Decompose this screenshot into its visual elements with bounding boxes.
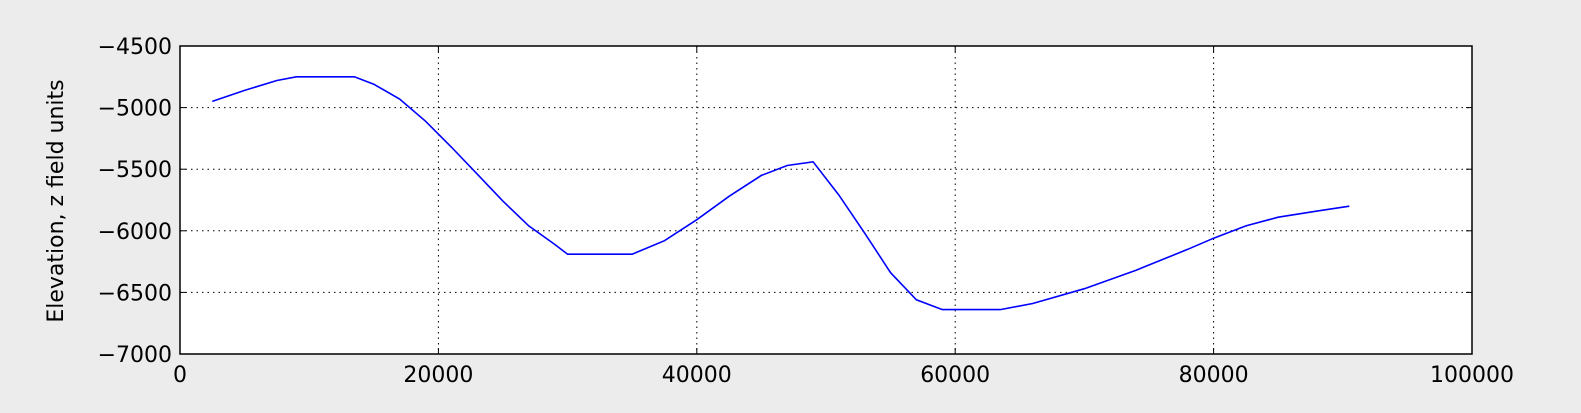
x-tick-label: 0 <box>173 363 187 388</box>
grid-lines <box>180 46 1472 354</box>
plot-frame <box>179 45 1473 355</box>
y-tick-label: −5000 <box>98 97 172 122</box>
x-tick-label: 60000 <box>920 363 990 388</box>
series-line <box>212 76 1350 311</box>
x-tick-label: 80000 <box>1179 363 1249 388</box>
x-tick-label: 40000 <box>662 363 732 388</box>
y-tick-label: −6000 <box>98 220 172 245</box>
y-axis-label: Elevation, z field units <box>44 79 69 322</box>
y-tick-label: −6500 <box>98 281 172 306</box>
y-tick-label: −5500 <box>98 158 172 183</box>
x-tick-labels: 0 20000 40000 60000 80000 100000 <box>173 363 1514 388</box>
y-tick-labels: −4500 −5000 −5500 −6000 −6500 −7000 <box>98 35 172 368</box>
x-tick-label: 100000 <box>1430 363 1514 388</box>
x-tick-label: 20000 <box>403 363 473 388</box>
y-tick-label: −7000 <box>98 343 172 368</box>
y-tick-label: −4500 <box>98 35 172 60</box>
plot-area <box>180 46 1472 354</box>
